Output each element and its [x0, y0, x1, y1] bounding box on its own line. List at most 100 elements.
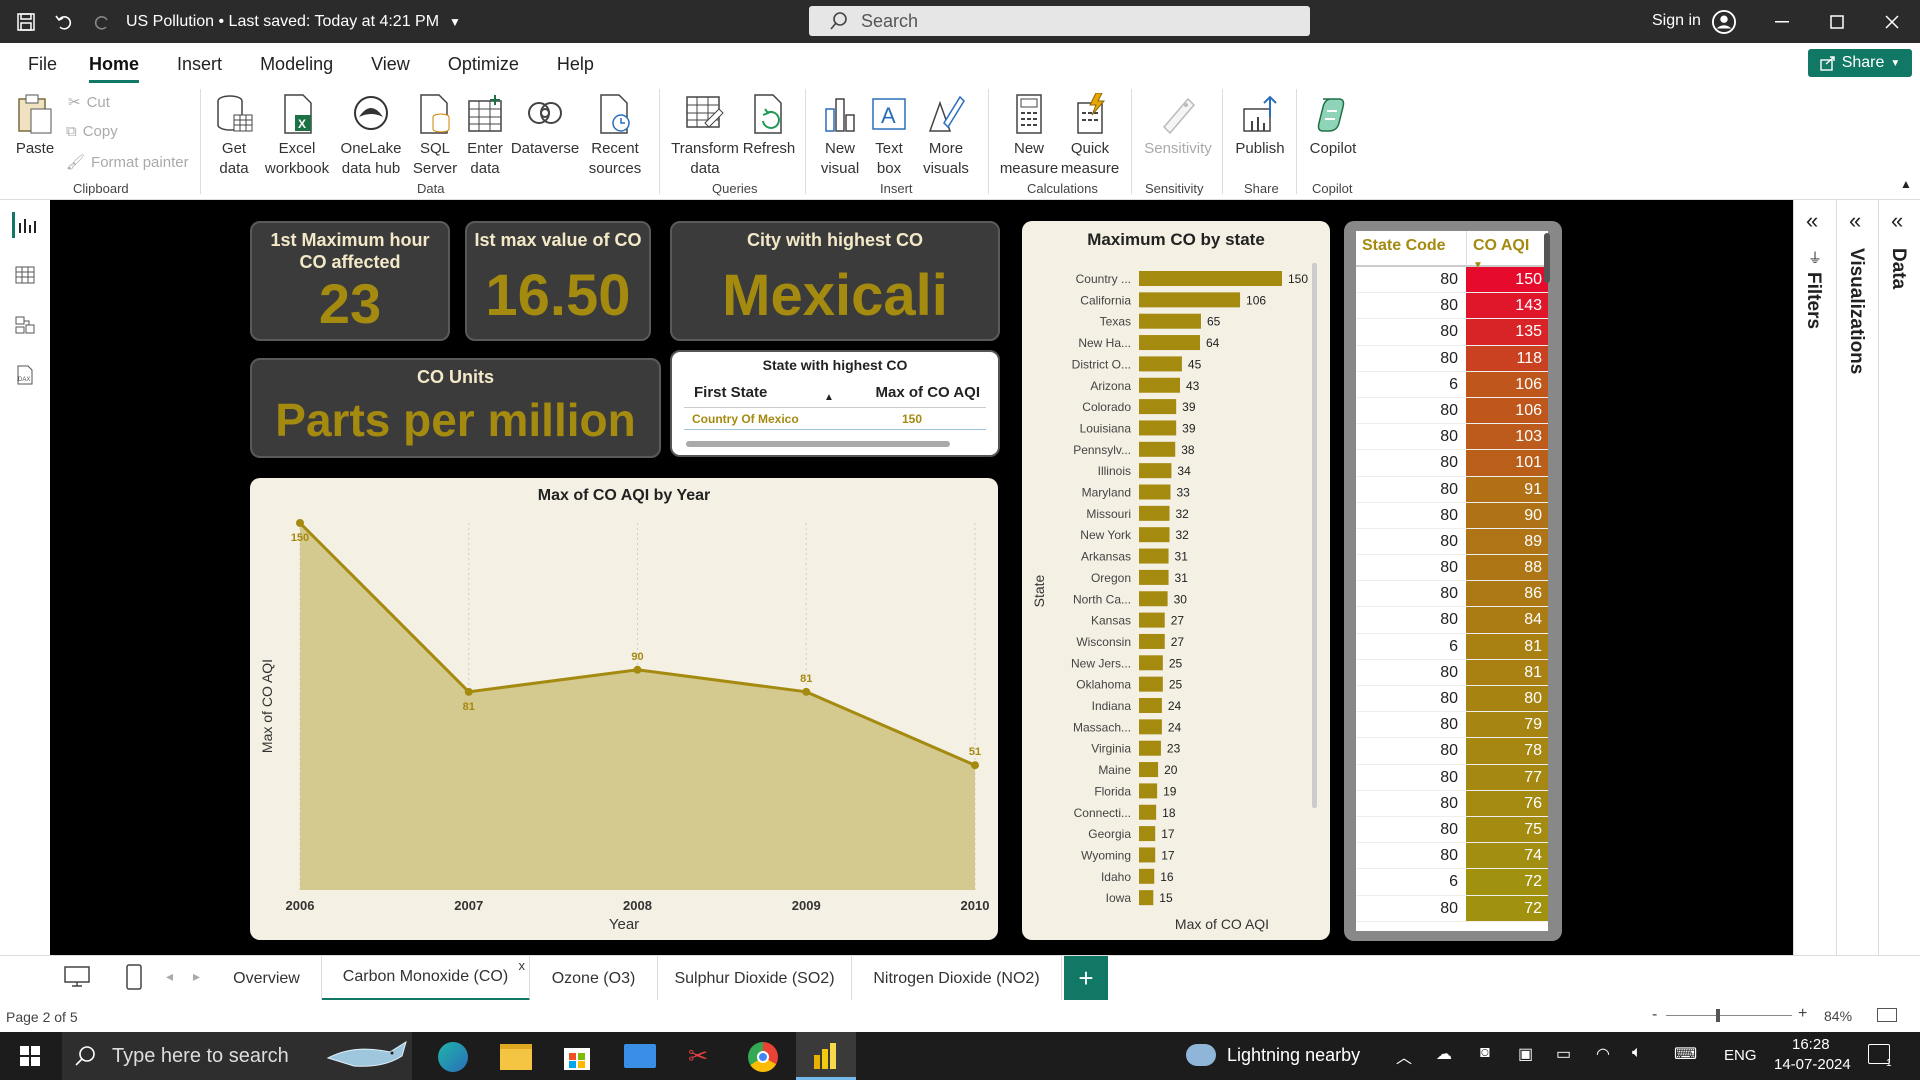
- vertical-scrollbar[interactable]: [1544, 233, 1550, 283]
- quick-measure-button[interactable]: Quick measure: [1058, 93, 1122, 179]
- visualizations-pane[interactable]: « Visualizations: [1836, 200, 1878, 955]
- collapse-left-icon[interactable]: «: [1849, 208, 1862, 233]
- transform-data-button[interactable]: Transform data: [668, 93, 742, 179]
- tab-nitrogen-dioxide[interactable]: Nitrogen Dioxide (NO2): [852, 956, 1062, 1001]
- fit-to-page-icon[interactable]: [1877, 1008, 1897, 1022]
- sensitivity-button[interactable]: Sensitivity: [1138, 93, 1218, 159]
- zoom-slider[interactable]: [1666, 1015, 1792, 1016]
- sort-descending-icon[interactable]: ▼: [1473, 260, 1483, 271]
- clock-date[interactable]: 14-07-2024: [1774, 1056, 1851, 1073]
- model-view-icon[interactable]: [12, 312, 38, 338]
- tray-overflow-icon[interactable]: ︿: [1396, 1050, 1413, 1067]
- collapse-ribbon-icon[interactable]: ▲: [1900, 177, 1912, 191]
- chevron-down-icon[interactable]: ▼: [449, 14, 461, 29]
- save-icon[interactable]: [14, 10, 38, 34]
- desktop-layout-icon[interactable]: [64, 966, 90, 993]
- weather-text[interactable]: Lightning nearby: [1227, 1045, 1361, 1065]
- max-co-by-state-chart[interactable]: Maximum CO by state Country ... 150 Califor…: [1022, 221, 1330, 940]
- chrome-icon[interactable]: [748, 1042, 778, 1072]
- menu-view[interactable]: View: [371, 53, 410, 74]
- keyboard-icon[interactable]: ⌨: [1674, 1046, 1698, 1063]
- text-box-button[interactable]: A Text box: [866, 93, 912, 179]
- table-row[interactable]: 80 86: [1356, 581, 1548, 608]
- notifications-icon[interactable]: [1868, 1044, 1890, 1064]
- menu-help[interactable]: Help: [556, 53, 594, 74]
- snipping-tool-icon[interactable]: ✂: [688, 1043, 709, 1070]
- close-icon[interactable]: [1880, 10, 1904, 34]
- table-row[interactable]: Country Of Mexico 150: [684, 412, 986, 430]
- search-input[interactable]: Search: [809, 6, 1310, 36]
- zoom-in-button[interactable]: +: [1798, 1005, 1808, 1022]
- table-row[interactable]: 80 90: [1356, 502, 1548, 529]
- get-data-button[interactable]: Get data: [210, 93, 258, 179]
- onelake-data-hub-button[interactable]: OneLake data hub: [334, 93, 408, 179]
- dax-query-view-icon[interactable]: DAX: [12, 362, 38, 388]
- table-row[interactable]: 6 72: [1356, 869, 1548, 896]
- co-by-year-chart[interactable]: Max of CO AQI by Year 150 2006 81 2007 90 2008…: [250, 478, 998, 940]
- table-row[interactable]: 80 80: [1356, 686, 1548, 713]
- onedrive-icon[interactable]: ☁: [1436, 1046, 1452, 1063]
- volume-icon[interactable]: 🔈︎: [1632, 1044, 1642, 1061]
- sort-ascending-icon[interactable]: ▲: [824, 392, 834, 403]
- table-row[interactable]: 80 106: [1356, 397, 1548, 425]
- zoom-level[interactable]: 84%: [1824, 1008, 1853, 1024]
- table-row[interactable]: 80 101: [1356, 450, 1548, 477]
- table-row[interactable]: 80 77: [1356, 764, 1548, 791]
- battery-icon[interactable]: ▭: [1556, 1046, 1572, 1063]
- clock-time[interactable]: 16:28: [1792, 1036, 1830, 1053]
- table-row[interactable]: 80 143: [1356, 293, 1548, 320]
- horizontal-scrollbar[interactable]: [686, 441, 950, 447]
- menu-home[interactable]: Home: [89, 43, 140, 85]
- tab-overview[interactable]: Overview: [212, 956, 322, 1001]
- table-row[interactable]: 80 79: [1356, 712, 1548, 739]
- collapse-left-icon[interactable]: «: [1891, 208, 1904, 233]
- state-highest-co-table[interactable]: State with highest CO First State ▲ Max …: [670, 350, 1000, 457]
- paste-button[interactable]: Paste: [12, 93, 58, 159]
- refresh-button[interactable]: Refresh: [742, 93, 796, 159]
- file-explorer-icon[interactable]: [500, 1044, 532, 1070]
- next-page-icon[interactable]: ▸: [193, 968, 201, 984]
- windows-start-icon[interactable]: [20, 1046, 40, 1071]
- table-row[interactable]: 80 78: [1356, 738, 1548, 765]
- table-row[interactable]: 80 76: [1356, 790, 1548, 817]
- language-indicator[interactable]: ENG: [1724, 1047, 1757, 1064]
- table-row[interactable]: 80 84: [1356, 607, 1548, 634]
- zoom-slider-thumb[interactable]: [1716, 1009, 1720, 1022]
- menu-optimize[interactable]: Optimize: [447, 53, 519, 74]
- zoom-out-button[interactable]: -: [1652, 1006, 1658, 1023]
- close-tab-icon[interactable]: x: [518, 958, 526, 973]
- undo-icon[interactable]: [52, 10, 76, 34]
- table-row[interactable]: 80 88: [1356, 555, 1548, 582]
- kpi-card-max-value[interactable]: Ist max value of CO 16.50: [465, 221, 651, 341]
- power-bi-icon[interactable]: [796, 1032, 856, 1080]
- minimize-icon[interactable]: [1770, 10, 1794, 34]
- taskbar-search[interactable]: Type here to search: [62, 1032, 412, 1080]
- kpi-card-city[interactable]: City with highest CO Mexicali: [670, 221, 1000, 341]
- table-row[interactable]: 80 72: [1356, 895, 1548, 922]
- copilot-button[interactable]: Copilot: [1302, 93, 1364, 159]
- table-view-icon[interactable]: [12, 262, 38, 288]
- filters-pane[interactable]: « ⏚ Filters: [1803, 208, 1824, 330]
- maximize-icon[interactable]: [1825, 10, 1849, 34]
- mail-icon[interactable]: [624, 1044, 656, 1068]
- tab-carbon-monoxide[interactable]: Carbon Monoxide (CO) x: [322, 956, 530, 1001]
- table-row[interactable]: 80 75: [1356, 816, 1548, 844]
- data-pane[interactable]: « Data: [1878, 200, 1920, 955]
- edge-icon[interactable]: [438, 1042, 468, 1072]
- excel-workbook-button[interactable]: X Excel workbook: [262, 93, 332, 179]
- state-code-aqi-table[interactable]: State Code CO AQI ▼ 80 150 80 143 80 135 80 118…: [1344, 221, 1562, 941]
- account-icon[interactable]: [1712, 10, 1736, 34]
- new-measure-button[interactable]: New measure: [996, 93, 1062, 179]
- prev-page-icon[interactable]: ◂: [166, 968, 174, 984]
- share-button[interactable]: Share ▼: [1808, 49, 1912, 77]
- column-header-co-aqi[interactable]: CO AQI: [1466, 231, 1548, 265]
- table-row[interactable]: 80 91: [1356, 476, 1548, 503]
- column-header-max-co-aqi[interactable]: Max of CO AQI: [875, 384, 980, 401]
- table-row[interactable]: 80 81: [1356, 659, 1548, 686]
- table-row[interactable]: 80 74: [1356, 843, 1548, 870]
- kpi-card-units[interactable]: CO Units Parts per million: [250, 358, 661, 458]
- format-painter-button[interactable]: 🖌 Format painter: [66, 153, 189, 172]
- collapse-left-icon[interactable]: «: [1806, 208, 1819, 233]
- publish-button[interactable]: Publish: [1228, 93, 1292, 159]
- table-row[interactable]: 80 150: [1356, 267, 1548, 294]
